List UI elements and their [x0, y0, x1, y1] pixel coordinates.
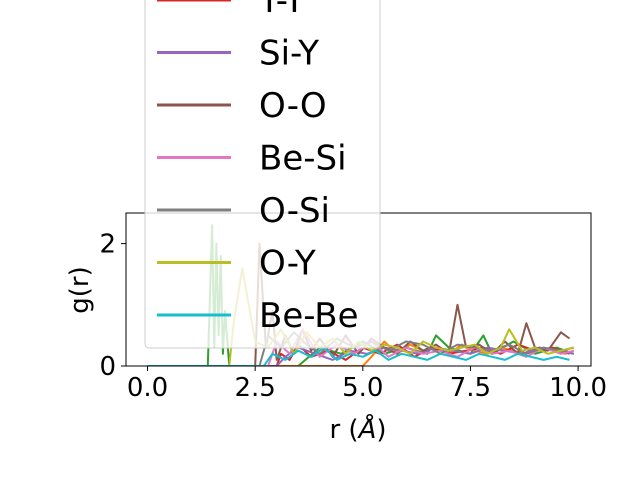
legend-label: O-O — [259, 86, 327, 126]
legend-label: O-Si — [259, 191, 330, 231]
x-tick-label: 0.0 — [127, 373, 168, 403]
legend-label: O-Y — [259, 244, 316, 284]
legend-label: Be-Si — [259, 139, 347, 179]
x-tick-label: 7.5 — [450, 373, 491, 403]
legend-label: Be-Be — [259, 296, 359, 336]
x-tick-label: 10.0 — [549, 373, 607, 403]
x-tick-label: 5.0 — [342, 373, 383, 403]
ticks-layer: 0.0 2.5 5.0 7.5 10.0 0 2 — [99, 230, 607, 403]
y-tick-label: 2 — [99, 230, 116, 260]
x-tick-label: 2.5 — [234, 373, 275, 403]
legend-label: Si-Y — [259, 34, 319, 74]
x-axis-label: r (Å) — [329, 413, 386, 445]
y-axis-label: g(r) — [65, 266, 95, 313]
series-line-be-be — [147, 346, 570, 366]
legend: Y-Y Si-Y O-O Be-Si O-Si O-Y Be-Be — [144, 0, 381, 349]
legend-label: Y-Y — [258, 0, 305, 21]
y-tick-label: 0 — [99, 352, 116, 382]
legend-box — [144, 0, 381, 349]
